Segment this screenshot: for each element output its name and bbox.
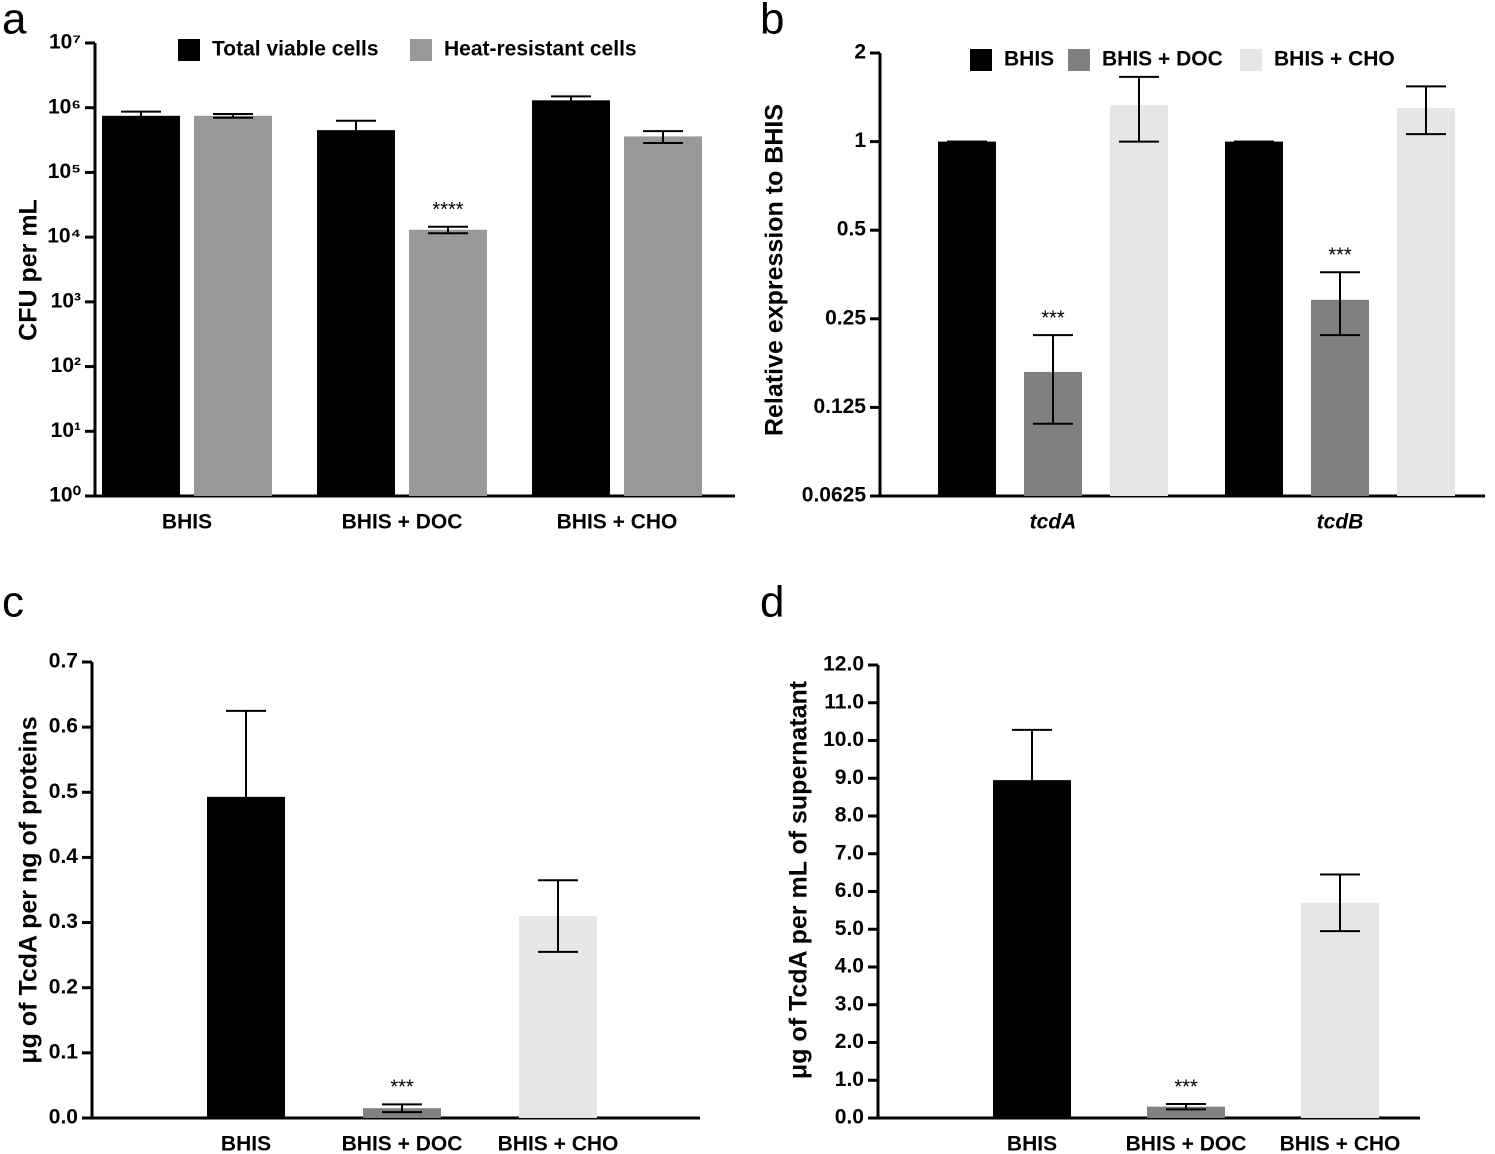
y-tick-label: 10³ [51, 289, 81, 312]
x-tick-label: BHIS + CHO [557, 511, 678, 534]
bar [532, 100, 610, 497]
y-tick-label: 6.0 [835, 879, 864, 902]
legend-label: Total viable cells [212, 38, 379, 61]
bar [102, 115, 180, 496]
y-tick-label: 0.25 [825, 306, 866, 329]
annotation: *** [1328, 244, 1352, 266]
bar [1397, 108, 1455, 496]
y-tick-label: 0.5 [49, 780, 79, 803]
y-tick-label: 0.3 [49, 910, 78, 933]
y-tick-label: 10⁰ [49, 484, 81, 507]
legend-swatch [410, 39, 432, 61]
legend-label: BHIS [1004, 48, 1054, 71]
bar [317, 130, 395, 497]
y-axis-label: μg of TcdA per mL of supernatant [785, 680, 813, 1079]
y-tick-label: 0.0 [49, 1106, 78, 1129]
legend-swatch [1068, 49, 1090, 71]
panel-label: a [2, 0, 27, 44]
y-tick-label: 11.0 [824, 690, 864, 713]
y-tick-label: 3.0 [835, 992, 864, 1015]
y-tick-label: 0.0 [835, 1106, 864, 1129]
legend-label: Heat-resistant cells [444, 38, 637, 61]
x-tick-label: BHIS + DOC [342, 1133, 463, 1154]
annotation: *** [390, 1077, 414, 1099]
bar [1301, 902, 1379, 1118]
y-tick-label: 10.0 [823, 728, 864, 751]
y-tick-label: 0.125 [813, 395, 866, 418]
x-tick-label: BHIS [1007, 1133, 1057, 1154]
y-tick-label: 10⁶ [48, 95, 81, 118]
bar [938, 141, 996, 496]
y-tick-label: 10⁴ [47, 225, 81, 248]
legend-label: BHIS + CHO [1274, 48, 1395, 71]
legend-swatch [970, 49, 992, 71]
bar [1225, 141, 1283, 496]
y-tick-label: 5.0 [835, 917, 864, 940]
bar [194, 115, 272, 496]
legend-swatch [178, 39, 200, 61]
x-tick-label: BHIS + DOC [342, 511, 463, 534]
y-tick-label: 1 [854, 129, 866, 152]
x-tick-label: BHIS + CHO [498, 1133, 619, 1154]
y-tick-label: 10⁵ [48, 160, 81, 183]
y-tick-label: 10¹ [51, 419, 81, 442]
x-tick-label: BHIS + CHO [1280, 1133, 1401, 1154]
panel-label: c [2, 578, 24, 627]
legend-label: BHIS + DOC [1102, 48, 1223, 71]
panel-label: b [760, 0, 784, 44]
y-tick-label: 0.2 [49, 975, 78, 998]
x-tick-label: tcdA [1030, 511, 1077, 534]
bar [1110, 105, 1168, 496]
y-tick-label: 12.0 [823, 653, 864, 676]
y-tick-label: 7.0 [835, 841, 864, 864]
annotation: *** [1041, 307, 1065, 329]
y-axis-label: CFU per mL [15, 199, 43, 341]
y-axis-label: μg of TcdA per ng of proteins [15, 716, 43, 1063]
x-tick-label: BHIS [162, 511, 212, 534]
y-tick-label: 10² [51, 354, 81, 377]
y-tick-label: 0.7 [49, 650, 78, 673]
y-tick-label: 0.6 [49, 715, 78, 738]
y-axis-label: Relative expression to BHIS [761, 104, 789, 436]
bar [1147, 1106, 1225, 1118]
x-tick-label: BHIS [221, 1133, 271, 1154]
legend-swatch [1240, 49, 1262, 71]
bar [993, 780, 1071, 1118]
annotation: *** [1174, 1076, 1198, 1098]
y-tick-label: 0.4 [49, 845, 79, 868]
y-tick-label: 2.0 [835, 1030, 864, 1053]
x-tick-label: BHIS + DOC [1126, 1133, 1247, 1154]
x-tick-label: tcdB [1317, 511, 1364, 534]
y-tick-label: 4.0 [835, 955, 864, 978]
y-tick-label: 0.5 [837, 218, 867, 241]
panel-label: d [760, 578, 784, 627]
bar [409, 229, 487, 496]
y-tick-label: 9.0 [835, 766, 864, 789]
y-tick-label: 0.1 [49, 1040, 79, 1063]
y-tick-label: 0.0625 [802, 484, 867, 507]
y-tick-label: 1.0 [835, 1068, 864, 1091]
y-tick-label: 8.0 [835, 804, 864, 827]
annotation: **** [432, 199, 463, 221]
y-tick-label: 2 [854, 41, 866, 64]
bar [624, 136, 702, 496]
y-tick-label: 10⁷ [49, 31, 81, 54]
